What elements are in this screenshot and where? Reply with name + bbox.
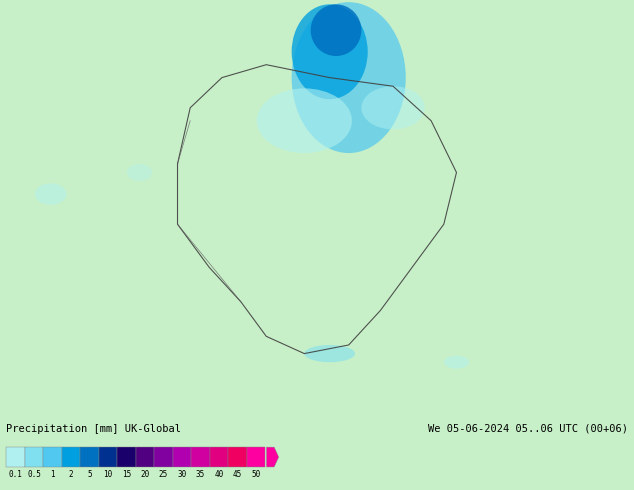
FancyBboxPatch shape — [117, 447, 136, 467]
FancyBboxPatch shape — [136, 447, 154, 467]
Text: 20: 20 — [140, 470, 150, 480]
Text: 25: 25 — [158, 470, 168, 480]
FancyBboxPatch shape — [210, 447, 228, 467]
Ellipse shape — [292, 4, 368, 99]
FancyBboxPatch shape — [25, 447, 43, 467]
Ellipse shape — [311, 4, 361, 56]
FancyBboxPatch shape — [228, 447, 247, 467]
FancyBboxPatch shape — [247, 447, 265, 467]
Text: 0.5: 0.5 — [27, 470, 41, 480]
FancyBboxPatch shape — [154, 447, 172, 467]
Ellipse shape — [292, 2, 406, 153]
FancyBboxPatch shape — [81, 447, 99, 467]
Ellipse shape — [257, 88, 352, 153]
Text: 30: 30 — [178, 470, 186, 480]
FancyBboxPatch shape — [6, 447, 25, 467]
Text: 10: 10 — [103, 470, 113, 480]
Ellipse shape — [127, 164, 152, 181]
FancyBboxPatch shape — [61, 447, 81, 467]
Text: 0.1: 0.1 — [9, 470, 23, 480]
Text: 45: 45 — [233, 470, 242, 480]
FancyBboxPatch shape — [99, 447, 117, 467]
Text: 5: 5 — [87, 470, 92, 480]
Text: 1: 1 — [50, 470, 55, 480]
Text: Precipitation [mm] UK-Global: Precipitation [mm] UK-Global — [6, 424, 181, 434]
Ellipse shape — [444, 356, 469, 368]
Text: We 05-06-2024 05..06 UTC (00+06): We 05-06-2024 05..06 UTC (00+06) — [428, 424, 628, 434]
FancyBboxPatch shape — [191, 447, 210, 467]
Text: 40: 40 — [214, 470, 223, 480]
Ellipse shape — [304, 345, 355, 362]
FancyBboxPatch shape — [172, 447, 191, 467]
FancyArrow shape — [266, 447, 279, 467]
Ellipse shape — [35, 183, 67, 205]
Text: 35: 35 — [196, 470, 205, 480]
Text: 50: 50 — [251, 470, 261, 480]
FancyBboxPatch shape — [43, 447, 61, 467]
Text: 15: 15 — [122, 470, 131, 480]
Ellipse shape — [361, 86, 425, 129]
Text: 2: 2 — [68, 470, 74, 480]
